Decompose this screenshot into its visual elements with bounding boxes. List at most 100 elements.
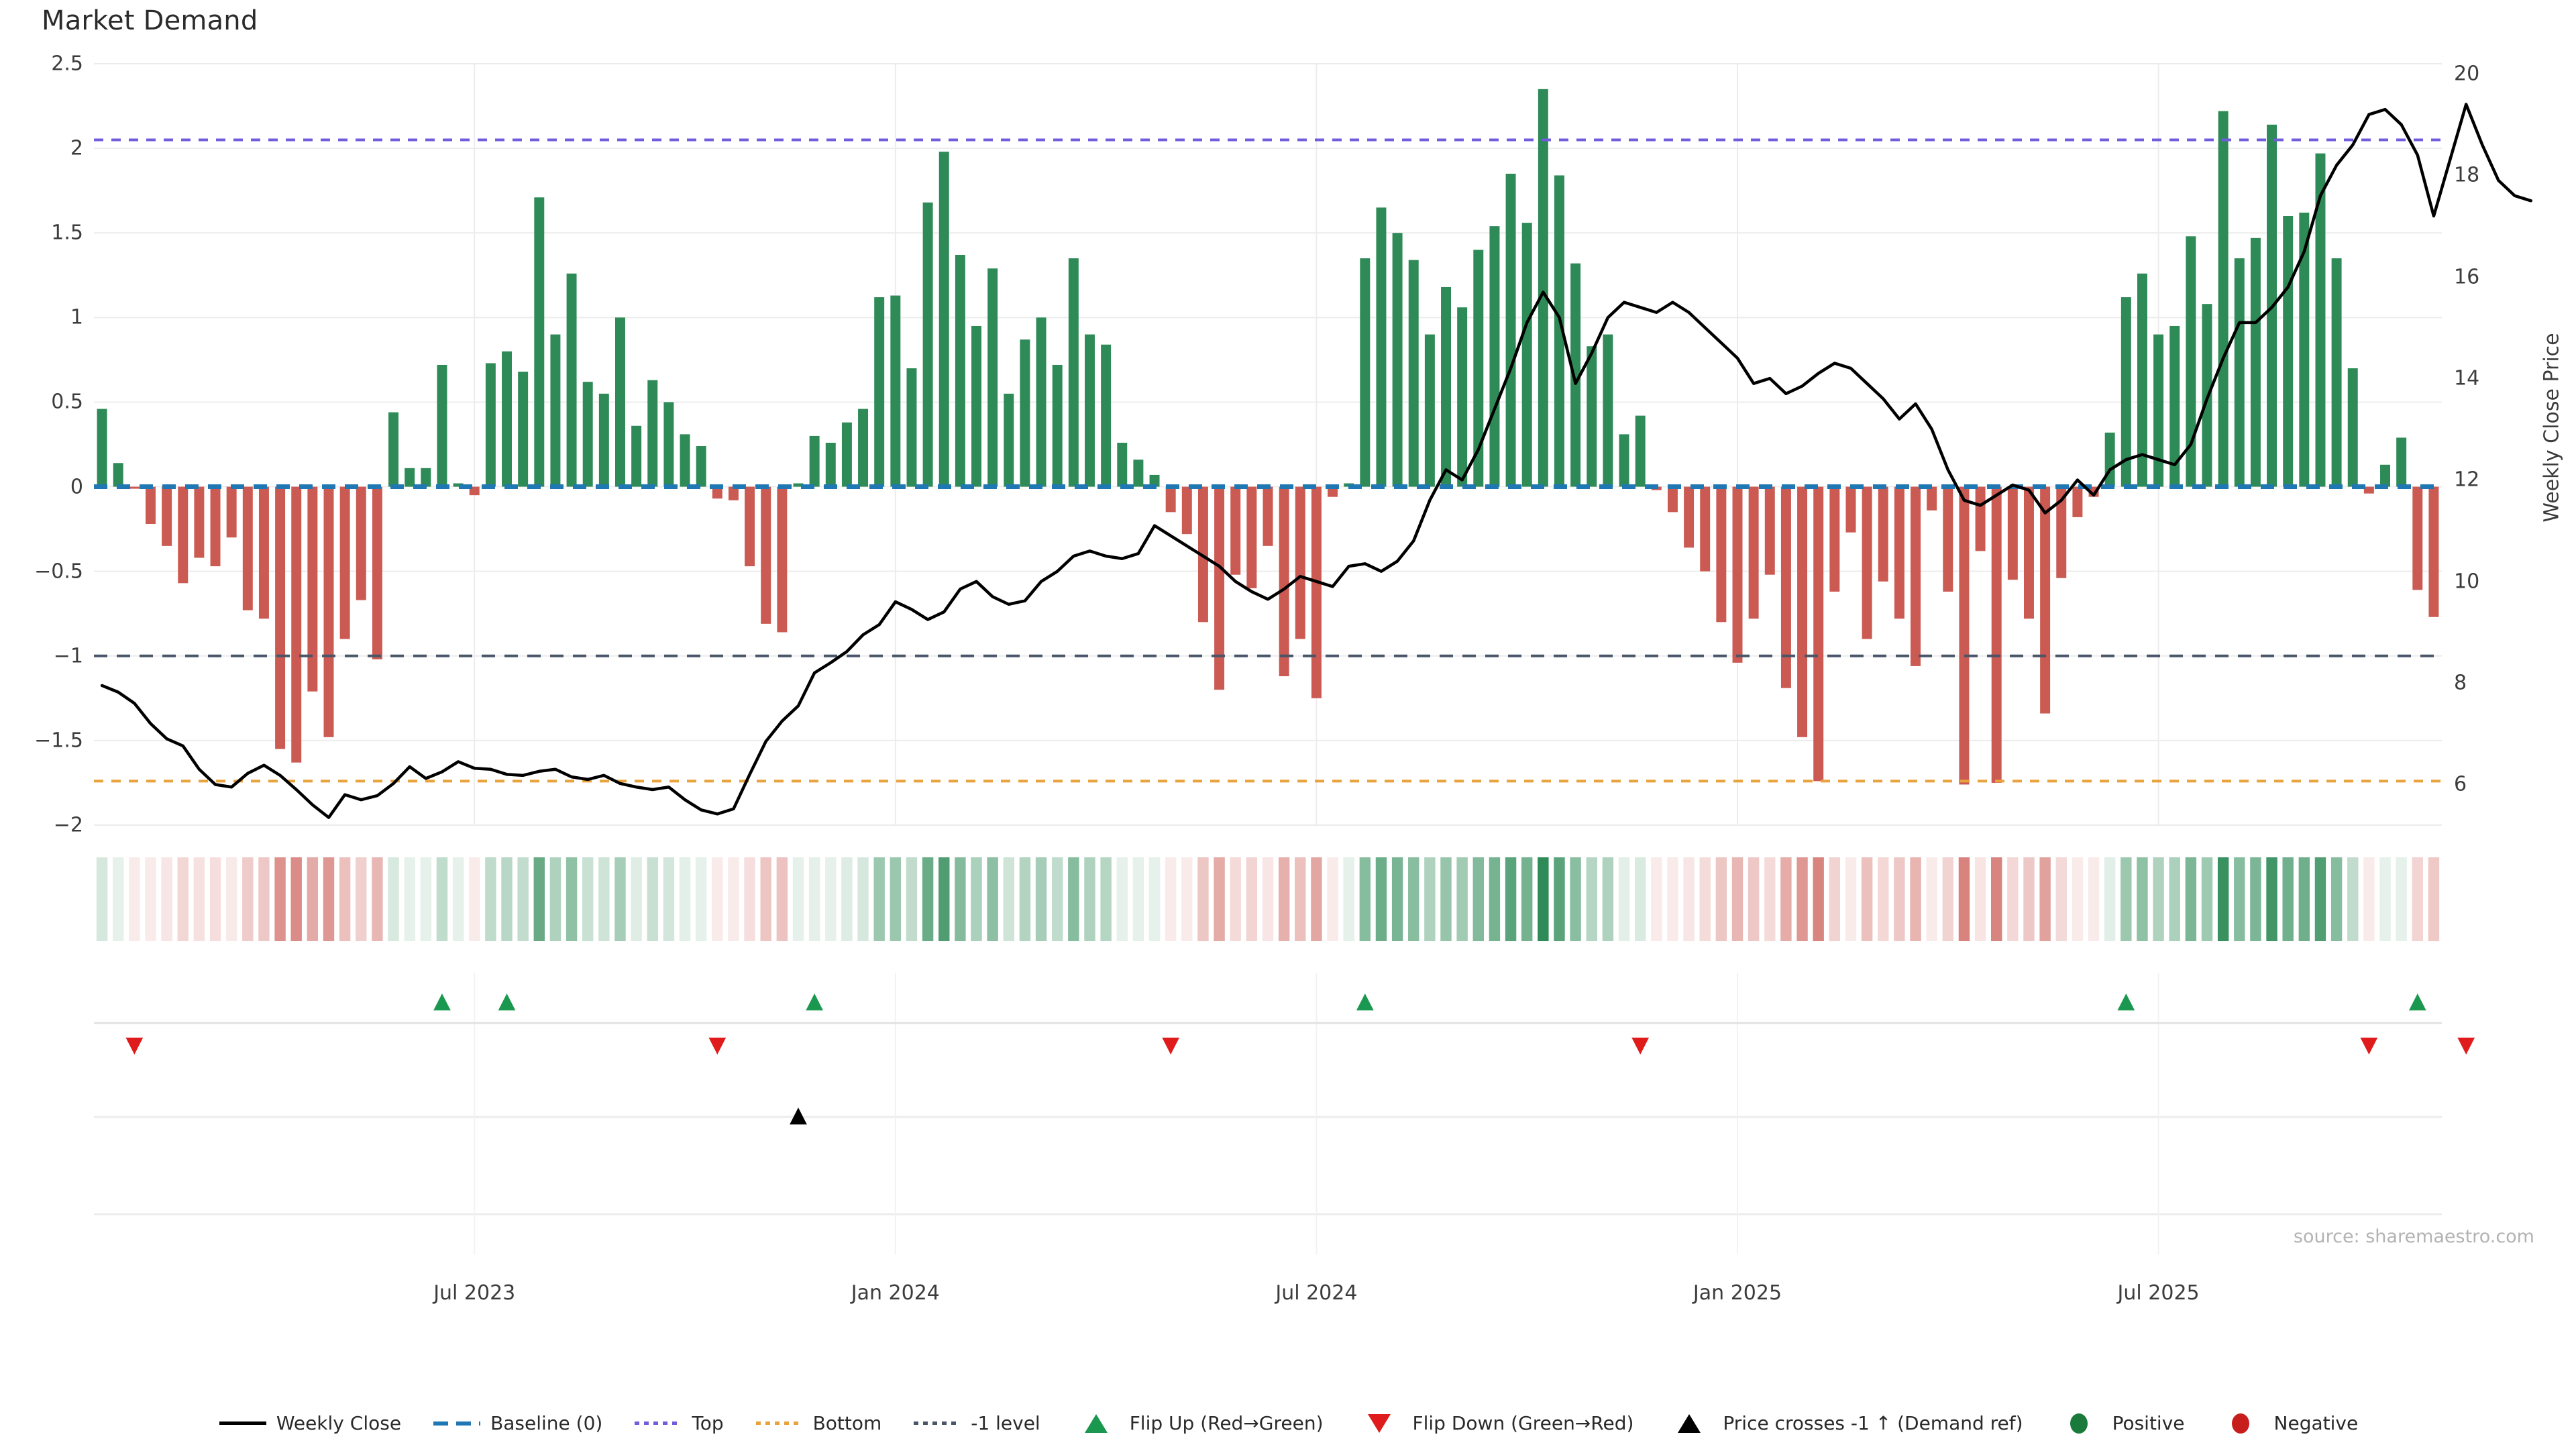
demand-bar xyxy=(1587,346,1597,487)
heatmap-cell xyxy=(2072,857,2084,941)
demand-bar xyxy=(663,402,674,487)
demand-bar xyxy=(2024,486,2034,619)
demand-bar xyxy=(2428,486,2439,617)
demand-bar xyxy=(1829,486,1840,592)
legend-item-negative[interactable]: Negative xyxy=(2216,1412,2358,1434)
legend-key-minus-one-icon xyxy=(912,1415,962,1432)
flip-down-marker xyxy=(1162,1037,1180,1055)
heatmap-cell xyxy=(987,857,998,941)
demand-bar xyxy=(1133,460,1144,487)
demand-bar xyxy=(194,486,205,558)
demand-bar xyxy=(1813,486,1824,782)
legend-item-flip-up[interactable]: Flip Up (Red→Green) xyxy=(1071,1412,1324,1434)
demand-bar xyxy=(2331,258,2342,487)
demand-bar xyxy=(1424,334,1435,487)
heatmap-cell xyxy=(1731,857,1743,941)
y-tick-right: 6 xyxy=(2454,772,2467,796)
demand-bar xyxy=(1927,486,1937,511)
heatmap-cell xyxy=(356,857,367,941)
heatmap-cell xyxy=(2347,857,2359,941)
demand-bar xyxy=(1230,486,1241,575)
y-tick-left: 0 xyxy=(70,475,83,499)
x-tick: Jul 2023 xyxy=(433,1281,516,1305)
demand-bar xyxy=(1165,486,1176,513)
legend-item-minus-one[interactable]: -1 level xyxy=(912,1412,1040,1434)
demand-bar xyxy=(1959,486,1970,785)
legend-item-top[interactable]: Top xyxy=(633,1412,724,1434)
legend-glyph xyxy=(2231,1413,2249,1434)
legend-key-price-cross-icon xyxy=(1664,1413,1714,1433)
heatmap-cell xyxy=(2185,857,2197,941)
demand-bar xyxy=(647,380,658,487)
legend-item-baseline[interactable]: Baseline (0) xyxy=(432,1412,602,1434)
demand-bar xyxy=(566,273,577,487)
heatmap-cell xyxy=(1132,857,1144,941)
flip-down-marker xyxy=(125,1037,144,1055)
heatmap-cell xyxy=(307,857,319,941)
demand-bar xyxy=(1117,442,1128,487)
legend-label: Flip Up (Red→Green) xyxy=(1129,1412,1324,1434)
heatmap-cell xyxy=(873,857,885,941)
heatmap-cell xyxy=(2055,857,2067,941)
demand-bar xyxy=(809,435,820,487)
demand-bar xyxy=(242,486,253,610)
heatmap-cells xyxy=(96,857,2440,941)
heatmap-cell xyxy=(113,857,124,941)
y-tick-left: −0.5 xyxy=(34,559,83,584)
flip-up-marker xyxy=(498,994,516,1011)
demand-bar xyxy=(2347,368,2358,487)
flip-down-marker xyxy=(708,1037,727,1055)
demand-bar xyxy=(712,486,722,499)
heatmap-cell xyxy=(1796,857,1808,941)
legend-label: Bottom xyxy=(812,1412,882,1434)
heatmap-cell xyxy=(2379,857,2391,941)
flip-down-marker xyxy=(2360,1037,2378,1055)
legend-glyph xyxy=(635,1421,682,1425)
heatmap-cell xyxy=(841,857,853,941)
demand-bar xyxy=(2137,273,2147,487)
flip-down-marker xyxy=(1631,1037,1650,1055)
heatmap-cell xyxy=(420,857,432,941)
heatmap-cell xyxy=(549,857,561,941)
heatmap-cell xyxy=(1926,857,1937,941)
flip-up-marker xyxy=(433,994,451,1011)
demand-bar xyxy=(2121,297,2131,487)
heatmap-cell xyxy=(1521,857,1533,941)
demand-bar xyxy=(1295,486,1305,639)
heatmap-cell xyxy=(1618,857,1630,941)
heatmap-cell xyxy=(1100,857,1112,941)
heatmap-cell xyxy=(582,857,594,941)
heatmap-cell xyxy=(2169,857,2180,941)
legend-item-flip-down[interactable]: Flip Down (Green→Red) xyxy=(1354,1412,1633,1434)
demand-bar xyxy=(339,486,350,639)
demand-bar xyxy=(2040,486,2051,714)
demand-bar xyxy=(1619,434,1629,487)
demand-bar xyxy=(955,255,965,487)
demand-bar xyxy=(680,434,690,487)
legend-glyph xyxy=(433,1421,481,1426)
legend-glyph xyxy=(914,1421,961,1425)
heatmap-cell xyxy=(663,857,675,941)
y-tick-right: 18 xyxy=(2454,163,2480,187)
demand-bar xyxy=(1052,364,1063,487)
demand-bar xyxy=(2299,212,2310,487)
heatmap-cell xyxy=(2104,857,2116,941)
legend-item-price-cross[interactable]: Price crosses -1 ↑ (Demand ref) xyxy=(1664,1412,2023,1434)
heatmap-cell xyxy=(1230,857,1241,941)
legend-glyph xyxy=(755,1421,803,1425)
heatmap-cell xyxy=(955,857,966,941)
y-tick-right: 8 xyxy=(2454,671,2467,695)
legend-item-bottom[interactable]: Bottom xyxy=(755,1412,882,1434)
legend-key-flip-down-icon xyxy=(1354,1413,1404,1433)
legend-item-weekly-close[interactable]: Weekly Close xyxy=(218,1412,401,1434)
legend-item-positive[interactable]: Positive xyxy=(2054,1412,2185,1434)
demand-bar xyxy=(162,486,172,546)
demand-heatmap-strip xyxy=(94,857,2442,959)
heatmap-cell xyxy=(1991,857,2002,941)
heatmap-cell xyxy=(485,857,496,941)
heatmap-cell xyxy=(1538,857,1549,941)
demand-bar xyxy=(2072,486,2083,517)
heatmap-cell xyxy=(209,857,221,941)
heatmap-cell xyxy=(225,857,237,941)
